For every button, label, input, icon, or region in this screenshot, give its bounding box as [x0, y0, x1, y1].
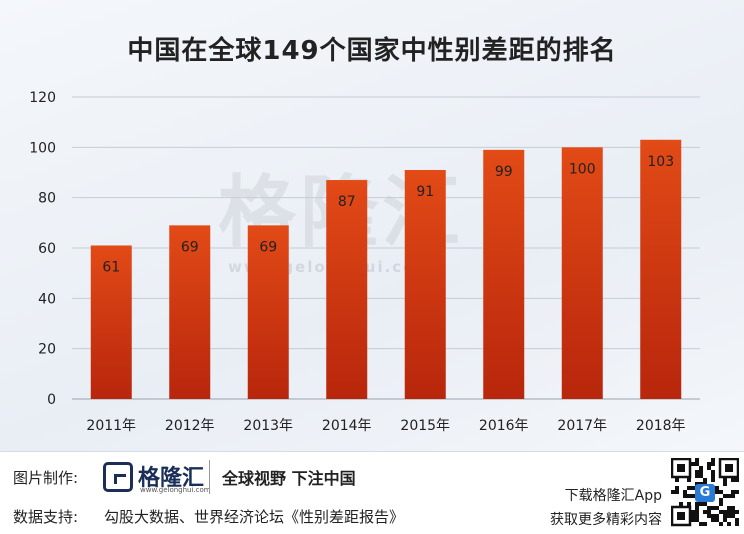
data-label: 69 — [181, 239, 199, 255]
bar — [561, 147, 603, 399]
y-tick-label: 100 — [29, 140, 56, 156]
bar — [326, 180, 368, 399]
x-tick-label: 2015年 — [400, 418, 450, 434]
y-tick-label: 20 — [38, 342, 56, 358]
x-tick-label: 2016年 — [479, 418, 529, 434]
app-download-line[interactable]: 下载格隆汇App — [564, 488, 662, 504]
data-label: 69 — [259, 239, 277, 255]
brand-url: www.gelonghui.com — [140, 486, 211, 494]
data-label: 61 — [102, 259, 120, 275]
footer-divider — [209, 460, 210, 494]
bar — [90, 245, 132, 399]
brand-name: 格隆汇 — [138, 466, 205, 491]
slogan: 全球视野 下注中国 — [222, 469, 356, 488]
bar-chart: 0 20 40 60 80 100 120 61 2011年 69 2012年 69 2013年 87 2… — [29, 90, 700, 434]
bar — [169, 225, 211, 399]
bar — [483, 149, 525, 399]
x-tick-label: 2013年 — [243, 418, 293, 434]
x-tick-label: 2011年 — [86, 418, 136, 434]
chart-title: 中国在全球149个国家中性别差距的排名 — [127, 36, 617, 66]
x-tick-label: 2018年 — [636, 418, 686, 434]
bar — [404, 169, 446, 399]
data-label: 100 — [569, 161, 596, 177]
source-text: 勾股大数据、世界经济论坛《性别差距报告》 — [104, 508, 405, 526]
data-label: 99 — [495, 164, 513, 180]
qr-logo-icon: G — [695, 484, 715, 502]
brand-logo-icon — [103, 462, 133, 492]
made-by-label: 图片制作: — [13, 469, 79, 487]
bar — [640, 139, 682, 400]
x-tick-label: 2017年 — [557, 418, 607, 434]
x-tick-label: 2012年 — [165, 418, 215, 434]
y-tick-label: 60 — [38, 241, 56, 257]
source-label: 数据支持: — [13, 508, 79, 526]
data-label: 87 — [338, 194, 356, 210]
data-label: 91 — [416, 184, 434, 200]
bar — [247, 225, 289, 399]
x-tick-label: 2014年 — [322, 418, 372, 434]
data-label: 103 — [647, 154, 674, 170]
qr-code-icon[interactable]: G — [670, 457, 740, 528]
footer: 图片制作: 格隆汇 www.gelonghui.com 全球视野 下注中国 数据… — [0, 451, 744, 534]
y-tick-label: 80 — [38, 191, 56, 207]
y-tick-label: 40 — [38, 291, 56, 307]
app-promo-line: 获取更多精彩内容 — [550, 512, 662, 528]
y-tick-label: 120 — [29, 90, 56, 106]
y-tick-label: 0 — [47, 392, 56, 408]
